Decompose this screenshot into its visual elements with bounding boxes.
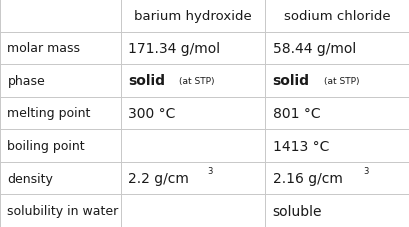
Text: sodium chloride: sodium chloride — [283, 10, 390, 23]
Text: barium hydroxide: barium hydroxide — [134, 10, 252, 23]
Text: (at STP): (at STP) — [179, 76, 214, 86]
Text: solid: solid — [128, 74, 165, 88]
Text: density: density — [7, 172, 53, 185]
Text: 171.34 g/mol: 171.34 g/mol — [128, 42, 220, 56]
Text: 2.2 g/cm: 2.2 g/cm — [128, 171, 189, 185]
Text: molar mass: molar mass — [7, 42, 80, 55]
Text: melting point: melting point — [7, 107, 90, 120]
Text: (at STP): (at STP) — [323, 76, 358, 86]
Text: 3: 3 — [362, 167, 367, 176]
Text: soluble: soluble — [272, 204, 321, 218]
Text: boiling point: boiling point — [7, 139, 85, 152]
Text: 300 °C: 300 °C — [128, 106, 175, 121]
Text: phase: phase — [7, 75, 45, 88]
Text: 801 °C: 801 °C — [272, 106, 319, 121]
Text: 2.16 g/cm: 2.16 g/cm — [272, 171, 342, 185]
Text: 3: 3 — [207, 167, 212, 176]
Text: solid: solid — [272, 74, 309, 88]
Text: 58.44 g/mol: 58.44 g/mol — [272, 42, 355, 56]
Text: 1413 °C: 1413 °C — [272, 139, 328, 153]
Text: solubility in water: solubility in water — [7, 204, 118, 217]
